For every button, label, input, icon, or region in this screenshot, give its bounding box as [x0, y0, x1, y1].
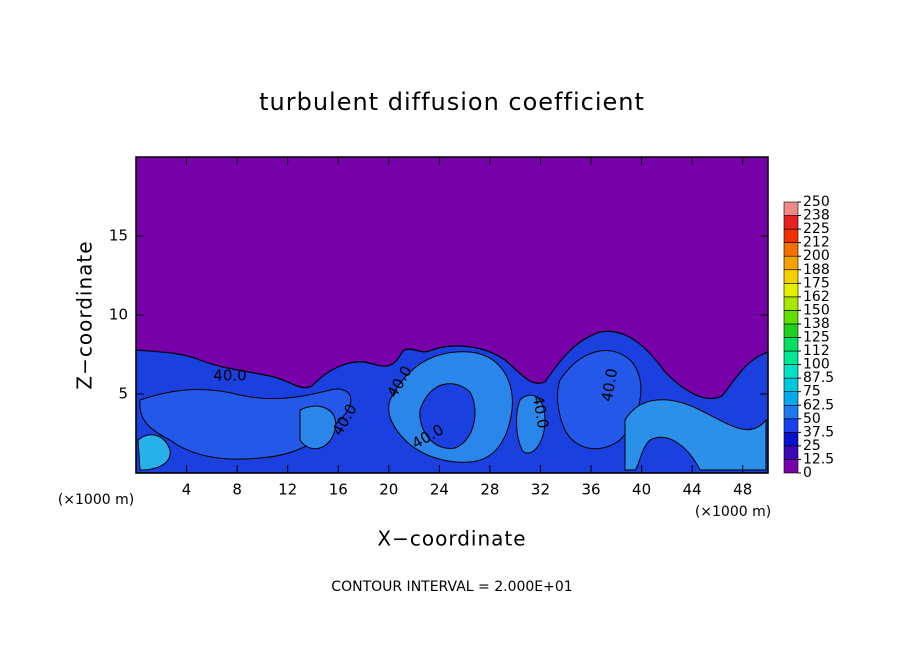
- colorbar-label: 138: [803, 316, 830, 332]
- colorbar-label: 238: [803, 208, 830, 224]
- colorbar-label: 175: [803, 275, 830, 291]
- colorbar-swatch: [783, 337, 799, 352]
- region: [137, 434, 171, 471]
- colorbar-swatch: [783, 201, 799, 216]
- colorbar-swatch: [783, 228, 799, 243]
- colorbar-label: 0: [803, 465, 812, 481]
- colorbar-label: 162: [803, 289, 830, 305]
- colorbar-swatch: [783, 404, 799, 420]
- colorbar-label: 12.5: [803, 451, 834, 467]
- colorbar-label: 188: [803, 262, 830, 278]
- colorbar-swatch: [783, 377, 799, 392]
- colorbar-swatch: [783, 432, 799, 447]
- x-tick-label: 20: [379, 481, 398, 499]
- colorbar-swatch: [783, 310, 799, 325]
- x-unit-label: (×1000 m): [695, 504, 771, 520]
- x-tick-label: 36: [581, 481, 600, 499]
- colorbar-label: 112: [803, 343, 830, 359]
- colorbar-label: 50: [803, 411, 821, 427]
- colorbar-swatch: [783, 242, 799, 257]
- colorbar-swatch: [783, 215, 799, 230]
- region: [516, 394, 546, 454]
- contour-label: 40.0: [213, 367, 246, 385]
- colorbar-label: 200: [803, 248, 830, 264]
- colorbar-swatch: [783, 459, 799, 474]
- x-tick-label: 4: [182, 481, 192, 499]
- colorbar-swatch: [783, 255, 799, 271]
- y-unit-label: (×1000 m): [58, 492, 134, 508]
- colorbar-label: 212: [803, 235, 830, 251]
- colorbar-label: 75: [803, 384, 821, 400]
- contour-label: 40.0: [598, 367, 622, 403]
- colorbar-label: 87.5: [803, 370, 834, 386]
- x-tick-label: 28: [480, 481, 499, 499]
- x-tick-label: 24: [430, 481, 449, 499]
- x-tick-label: 48: [733, 481, 752, 499]
- chart-title: turbulent diffusion coefficient: [259, 88, 645, 116]
- x-tick-label: 32: [531, 481, 550, 499]
- colorbar-swatch: [783, 350, 799, 365]
- region: [419, 383, 476, 449]
- colorbar-label: 62.5: [803, 397, 834, 413]
- y-axis-label: Z−coordinate: [73, 240, 97, 389]
- colorbar-label: 25: [803, 438, 821, 454]
- contour-label: 40.0: [529, 394, 553, 430]
- field: [135, 157, 769, 474]
- x-tick-label: 8: [232, 481, 242, 499]
- footer: CONTOUR INTERVAL = 2.000E+01: [331, 579, 572, 595]
- colorbar-swatch: [783, 296, 799, 311]
- y-tick-label: 10: [109, 306, 128, 324]
- region: [299, 405, 337, 450]
- colorbar-swatch: [783, 418, 799, 433]
- x-tick-label: 44: [683, 481, 702, 499]
- y-tick-label: 15: [109, 227, 128, 245]
- x-tick-label: 12: [278, 481, 297, 499]
- x-tick-label: 40: [632, 481, 651, 499]
- region: [139, 388, 352, 460]
- colorbar-label: 125: [803, 330, 830, 346]
- colorbar-label: 150: [803, 302, 830, 318]
- colorbar-label: 225: [803, 221, 830, 237]
- colorbar-swatch: [783, 269, 799, 284]
- x-tick-label: 16: [329, 481, 348, 499]
- colorbar-label: 250: [803, 194, 830, 210]
- colorbar-label: 100: [803, 357, 830, 373]
- y-tick-label: 5: [118, 385, 128, 403]
- colorbar-swatch: [783, 323, 799, 338]
- colorbar-swatch: [783, 445, 799, 460]
- colorbar-label: 37.5: [803, 424, 834, 440]
- colorbar-swatch: [783, 391, 799, 406]
- x-axis-label: X−coordinate: [377, 527, 526, 551]
- region: [624, 399, 767, 471]
- colorbar-swatch: [783, 364, 799, 379]
- region: [557, 350, 642, 450]
- colorbar-swatch: [783, 282, 799, 298]
